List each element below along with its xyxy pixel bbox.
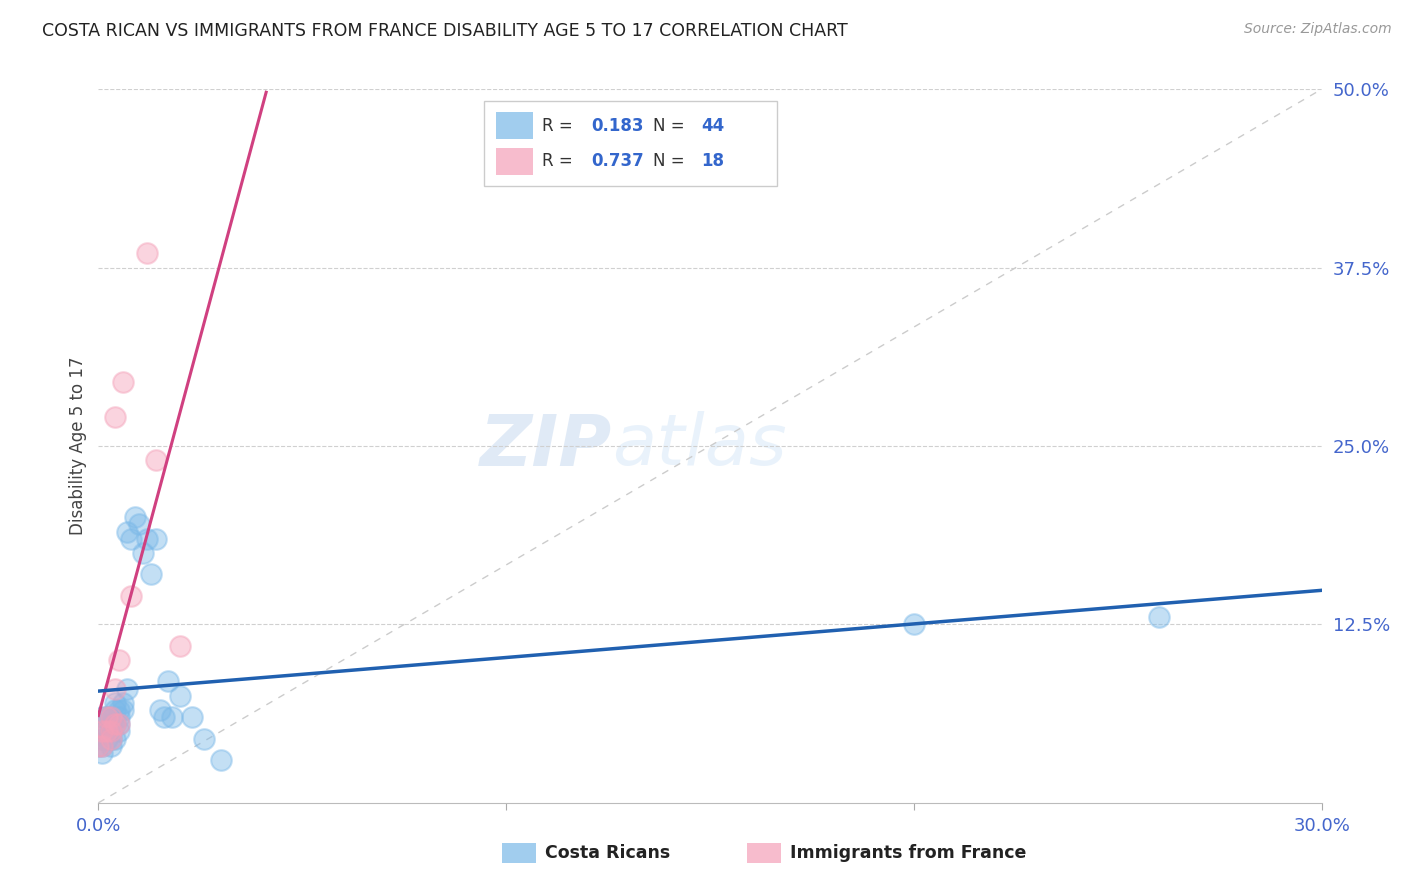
Point [96, 710, 118, 724]
Text: 18: 18 [702, 153, 724, 170]
FancyBboxPatch shape [496, 112, 533, 139]
Text: R =: R = [543, 117, 578, 135]
Point [91, 731, 114, 746]
Point [96, 731, 118, 746]
Point [149, 703, 172, 717]
Point [120, 589, 142, 603]
FancyBboxPatch shape [502, 844, 536, 863]
FancyBboxPatch shape [484, 102, 778, 186]
Point [100, 731, 122, 746]
Point [91, 739, 114, 753]
Point [108, 724, 131, 739]
Point [100, 731, 122, 746]
Point [91, 739, 114, 753]
Point [104, 410, 127, 425]
Point [91, 724, 114, 739]
Point [169, 689, 191, 703]
Point [87, 739, 110, 753]
Text: Source: ZipAtlas.com: Source: ZipAtlas.com [1244, 22, 1392, 37]
Point [111, 696, 134, 710]
Point [108, 703, 131, 717]
Point [104, 717, 127, 731]
Point [115, 681, 138, 696]
Text: R =: R = [543, 153, 578, 170]
Text: 44: 44 [702, 117, 724, 135]
Point [145, 532, 167, 546]
Point [108, 717, 131, 731]
Point [120, 532, 142, 546]
Point [87, 739, 110, 753]
FancyBboxPatch shape [496, 148, 533, 175]
Text: ZIP: ZIP [479, 411, 612, 481]
Point [141, 567, 163, 582]
Point [128, 517, 150, 532]
Point [181, 710, 204, 724]
Text: 0.737: 0.737 [592, 153, 644, 170]
Point [111, 375, 134, 389]
Point [169, 639, 191, 653]
Point [193, 731, 215, 746]
Point [104, 731, 127, 746]
Point [111, 703, 134, 717]
Point [91, 710, 114, 724]
Point [132, 546, 155, 560]
Point [96, 710, 118, 724]
Point [156, 674, 179, 689]
Point [124, 510, 146, 524]
Point [1147, 610, 1170, 624]
Point [96, 724, 118, 739]
Point [96, 710, 118, 724]
Point [209, 753, 232, 767]
Point [104, 717, 127, 731]
Point [108, 710, 131, 724]
Point [115, 524, 138, 539]
Text: Immigrants from France: Immigrants from France [790, 844, 1026, 862]
Point [903, 617, 925, 632]
Point [152, 710, 174, 724]
Point [108, 717, 131, 731]
Point [104, 696, 127, 710]
Point [100, 710, 122, 724]
Text: N =: N = [652, 153, 689, 170]
Text: N =: N = [652, 117, 689, 135]
Point [100, 739, 122, 753]
Point [91, 746, 114, 760]
Point [145, 453, 167, 467]
Point [108, 653, 131, 667]
Point [136, 532, 159, 546]
Text: COSTA RICAN VS IMMIGRANTS FROM FRANCE DISABILITY AGE 5 TO 17 CORRELATION CHART: COSTA RICAN VS IMMIGRANTS FROM FRANCE DI… [42, 22, 848, 40]
Point [160, 710, 183, 724]
Point [100, 717, 122, 731]
Text: 0.183: 0.183 [592, 117, 644, 135]
Point [136, 246, 159, 260]
FancyBboxPatch shape [747, 844, 780, 863]
Text: Costa Ricans: Costa Ricans [546, 844, 671, 862]
Point [104, 681, 127, 696]
Y-axis label: Disability Age 5 to 17: Disability Age 5 to 17 [69, 357, 87, 535]
Point [91, 717, 114, 731]
Point [100, 724, 122, 739]
Point [100, 724, 122, 739]
Point [96, 724, 118, 739]
Text: atlas: atlas [612, 411, 787, 481]
Point [100, 710, 122, 724]
Point [104, 703, 127, 717]
